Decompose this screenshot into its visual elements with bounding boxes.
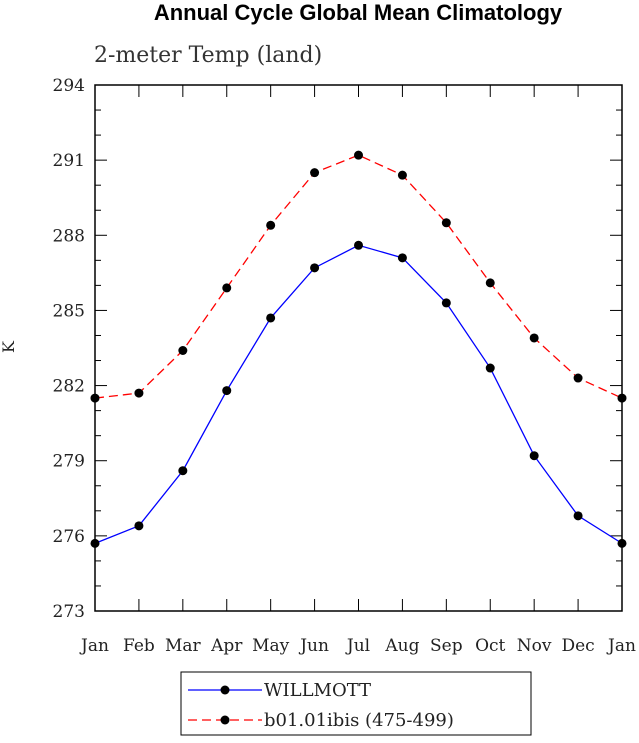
series-layer [90, 150, 627, 548]
axis-ticks [94, 84, 623, 612]
x-tick-label: Oct [475, 636, 505, 656]
x-tick-label: Jan [606, 636, 636, 656]
data-point [397, 253, 407, 263]
data-point [178, 346, 188, 356]
data-point [573, 373, 583, 383]
data-point [397, 170, 407, 180]
data-point [90, 393, 100, 403]
data-point [266, 220, 276, 230]
x-tick-label: Jul [345, 636, 370, 656]
data-point [90, 538, 100, 548]
data-point [134, 388, 144, 398]
series-line-2 [94, 154, 623, 399]
data-point [134, 521, 144, 531]
data-point [529, 451, 539, 461]
legend: WILLMOTT b01.01ibis (475-499) [180, 671, 532, 736]
data-point [529, 333, 539, 343]
data-point [178, 466, 188, 476]
x-tick-label: Jun [298, 636, 329, 656]
y-tick-label: 282 [53, 377, 85, 397]
x-tick-label: Aug [384, 636, 419, 656]
data-point [573, 511, 583, 521]
y-tick-label: 285 [53, 301, 85, 321]
data-point [441, 218, 451, 228]
x-tick-label: Mar [165, 636, 202, 656]
data-point [310, 168, 320, 178]
x-tick-label: May [252, 636, 290, 656]
data-point [310, 263, 320, 273]
y-tick-label: 276 [53, 527, 85, 547]
chart-title: Annual Cycle Global Mean Climatology [154, 0, 563, 25]
tick-labels: 273 276 279 282 285 288 291 294 Jan Feb Mar Apr May J… [53, 76, 636, 656]
y-tick-label: 273 [53, 602, 85, 622]
series-line-1 [94, 244, 623, 544]
legend-marker-2 [220, 715, 230, 725]
data-point [354, 150, 363, 160]
data-point [222, 386, 232, 396]
legend-marker-1 [220, 685, 230, 695]
data-point [485, 363, 495, 373]
plot-frame [94, 84, 623, 612]
y-axis-label: K [0, 340, 18, 353]
chart-subtitle: 2-meter Temp (land) [94, 43, 322, 68]
x-tick-label: Feb [123, 636, 155, 656]
x-tick-label: Sep [430, 636, 463, 656]
legend-label-1: WILLMOTT [264, 680, 371, 701]
x-tick-label: Apr [210, 636, 243, 656]
legend-label-2: b01.01ibis (475-499) [264, 710, 454, 731]
y-tick-label: 291 [53, 151, 85, 171]
data-point [617, 393, 627, 403]
data-point [617, 538, 627, 548]
x-tick-label: Jan [79, 636, 109, 656]
y-tick-label: 279 [53, 452, 85, 472]
data-point [485, 278, 495, 288]
x-tick-label: Dec [561, 636, 594, 656]
y-tick-label: 288 [53, 226, 85, 246]
data-point [222, 283, 232, 293]
y-tick-label: 294 [53, 76, 85, 96]
data-point [441, 298, 451, 308]
data-point [266, 313, 276, 323]
x-tick-label: Nov [517, 636, 552, 656]
legend-box [180, 671, 532, 736]
data-point [354, 240, 363, 250]
